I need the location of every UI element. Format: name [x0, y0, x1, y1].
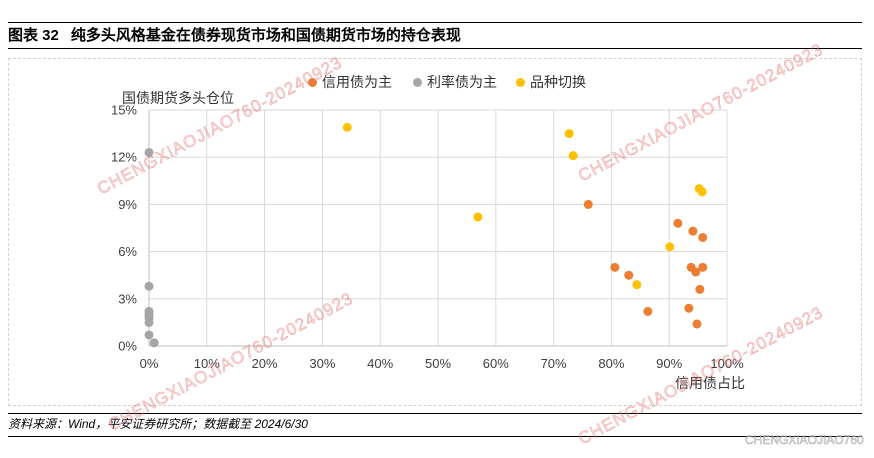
series-1-point [624, 270, 634, 280]
legend-marker-icon [308, 77, 317, 87]
x-tick-label: 20% [252, 356, 278, 371]
series-1-point [695, 284, 705, 294]
legend-item-credit: 信用债为主 [308, 74, 392, 90]
chart-frame [8, 58, 862, 406]
figure-header: 图表 32 纯多头风格基金在债券现货市场和国债期货市场的持仓表现 [8, 27, 461, 45]
footer-top-rule [8, 413, 862, 414]
series-2-point [144, 317, 154, 327]
series-2-point [144, 281, 154, 291]
x-tick-label: 40% [367, 356, 393, 371]
series-3-point [342, 122, 352, 132]
series-2-point [144, 147, 154, 157]
legend-marker-icon [413, 77, 422, 87]
source-note: 资料来源：Wind，平安证券研究所；数据截至 2024/6/30 [8, 417, 308, 431]
series-1-point [698, 262, 708, 272]
series-1-point [691, 267, 701, 277]
legend-item-rate: 利率债为主 [413, 74, 497, 90]
series-2-point [144, 330, 154, 340]
y-axis-title: 国债期货多头仓位 [122, 90, 234, 106]
series-3-point [632, 280, 642, 290]
series-1-point [688, 226, 698, 236]
x-tick-label: 10% [194, 356, 220, 371]
header-bottom-rule [8, 48, 862, 49]
y-tick-label: 15% [111, 103, 137, 118]
x-tick-label: 0% [140, 356, 159, 371]
legend-item-switch: 品种切换 [516, 74, 586, 90]
chart-title: 纯多头风格基金在债券现货市场和国债期货市场的持仓表现 [70, 27, 461, 44]
x-tick-label: 80% [598, 356, 624, 371]
series-3-point [568, 151, 578, 161]
series-3-point [473, 212, 483, 222]
series-1-point [583, 199, 593, 209]
series-1-point [698, 232, 708, 242]
header-top-rule [8, 22, 862, 23]
footer-bottom-rule [8, 436, 862, 437]
series-1-point [673, 218, 683, 228]
series-2-point [149, 338, 159, 348]
series-1-point [684, 303, 694, 313]
x-tick-label: 90% [656, 356, 682, 371]
x-tick-label: 70% [541, 356, 567, 371]
y-tick-label: 3% [118, 291, 137, 306]
series-1-point [692, 319, 702, 329]
legend-label: 品种切换 [530, 74, 586, 90]
legend-label: 利率债为主 [427, 74, 497, 90]
series-1-point [643, 306, 653, 316]
x-tick-label: 30% [309, 356, 335, 371]
figure-label: 图表 32 [8, 27, 59, 44]
corner-watermark-text: CHENGXIAOJIAO760 [745, 433, 864, 448]
y-tick-label: 6% [118, 244, 137, 259]
x-tick-label: 60% [483, 356, 509, 371]
legend-marker-icon [516, 77, 525, 87]
y-tick-label: 9% [118, 197, 137, 212]
y-tick-label: 12% [111, 150, 137, 165]
x-tick-label: 50% [425, 356, 451, 371]
series-3-point [697, 187, 707, 197]
legend-label: 信用债为主 [322, 74, 392, 90]
y-tick-label: 0% [118, 339, 137, 354]
series-1-point [610, 262, 620, 272]
series-3-point [564, 129, 574, 139]
x-axis-title: 信用债占比 [675, 375, 745, 391]
x-tick-label: 100% [710, 356, 744, 371]
series-3-point [665, 242, 675, 252]
